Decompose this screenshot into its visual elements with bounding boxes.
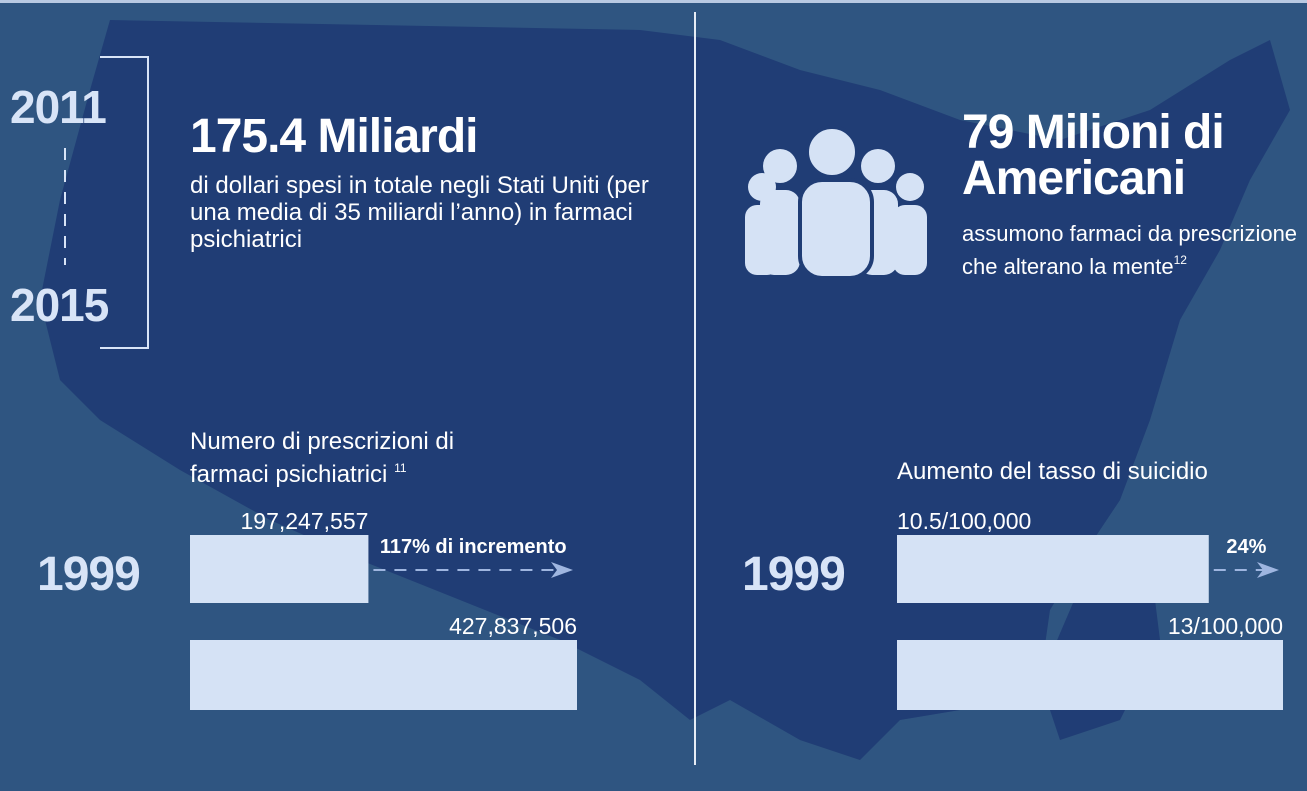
top-border — [0, 0, 1307, 3]
annotation: 24% — [1226, 536, 1266, 558]
headline: 175.4 Miliardi — [190, 110, 478, 163]
people-icon — [745, 125, 927, 280]
footnote: 11 — [394, 461, 407, 475]
category-label: 1999 — [742, 548, 845, 601]
category-label: 1999 — [37, 548, 140, 601]
year-end: 2015 — [10, 279, 109, 331]
arrow-head — [551, 562, 573, 578]
chart-title: Numero di prescrizioni di farmaci psichi… — [190, 428, 530, 488]
bar — [897, 535, 1209, 603]
chart-title-text: Numero di prescrizioni di farmaci psichi… — [190, 428, 455, 488]
annotation: 117% di incremento — [380, 536, 567, 558]
bar — [190, 535, 369, 603]
bar — [897, 640, 1283, 710]
chart-title: Aumento del tasso di suicidio — [897, 458, 1208, 485]
description: di dollari spesi in totale negli Stati U… — [190, 172, 649, 253]
arrow-head — [1257, 562, 1279, 578]
year-start: 2011 — [10, 81, 107, 133]
footnote: 12 — [1173, 253, 1187, 267]
bar — [190, 640, 577, 710]
value-label: 427,837,506 — [449, 613, 577, 639]
value-label: 13/100,000 — [1168, 613, 1283, 639]
value-label: 197,247,557 — [241, 508, 369, 534]
headline: 79 Milioni di Americani — [962, 106, 1225, 205]
description-text: assumono farmaci da prescrizione che alt… — [962, 221, 1298, 279]
description: assumono farmaci da prescrizione che alt… — [962, 220, 1307, 280]
bracket — [100, 56, 149, 349]
value-label: 10.5/100,000 — [897, 508, 1031, 534]
